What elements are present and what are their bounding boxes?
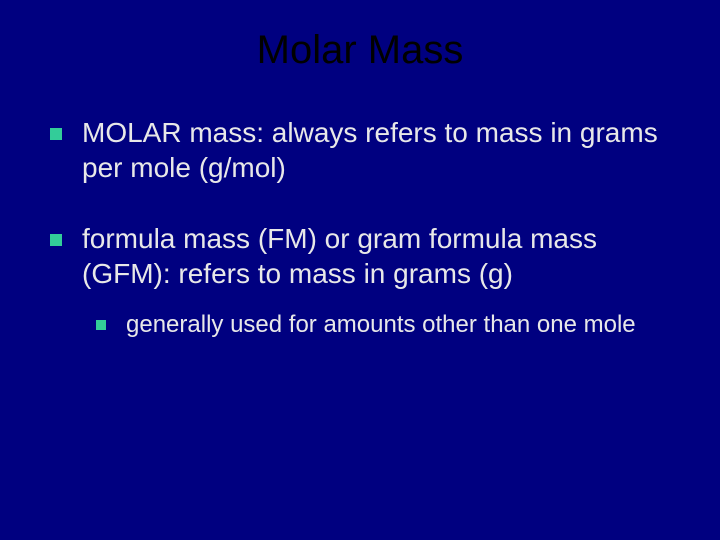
bullet-text: generally used for amounts other than on…: [126, 311, 636, 338]
list-item: generally used for amounts other than on…: [90, 309, 680, 340]
bullet-text: MOLAR mass: always refers to mass in gra…: [82, 117, 658, 183]
slide-title: Molar Mass: [40, 28, 680, 73]
list-item: formula mass (FM) or gram formula mass (…: [40, 221, 680, 340]
sub-bullet-list: generally used for amounts other than on…: [82, 309, 680, 340]
bullet-text: formula mass (FM) or gram formula mass (…: [82, 223, 597, 289]
list-item: MOLAR mass: always refers to mass in gra…: [40, 115, 680, 185]
bullet-list: MOLAR mass: always refers to mass in gra…: [40, 115, 680, 340]
slide: Molar Mass MOLAR mass: always refers to …: [0, 0, 720, 540]
